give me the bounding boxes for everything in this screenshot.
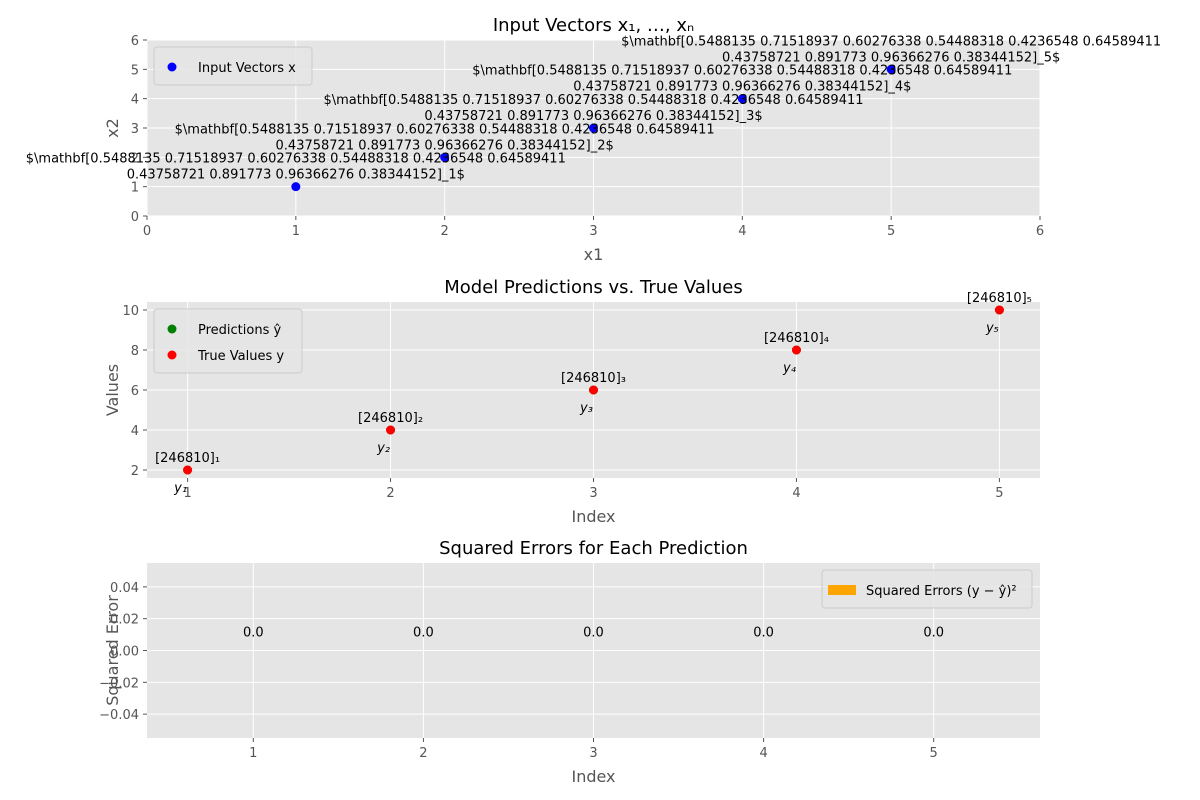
true-value-point bbox=[589, 385, 598, 395]
y-tick-label: 0.00 bbox=[110, 645, 139, 660]
legend-swatch bbox=[828, 585, 856, 595]
y-tick-label: 3 bbox=[131, 122, 139, 137]
point-annotation-line: 0.43758721 0.891773 0.96366276 0.3834415… bbox=[127, 168, 465, 183]
data-point bbox=[291, 182, 301, 192]
x-tick-label: 1 bbox=[183, 486, 191, 501]
x-tick-label: 2 bbox=[441, 224, 449, 239]
true-value-label: y₂ bbox=[376, 441, 390, 456]
true-value-label: y₅ bbox=[985, 321, 999, 336]
legend bbox=[153, 46, 313, 86]
true-value-point bbox=[183, 465, 193, 475]
y-tick-label: −0.04 bbox=[99, 708, 139, 723]
prediction-label: [246810]₄ bbox=[764, 331, 829, 346]
prediction-label: [246810]₃ bbox=[561, 371, 626, 386]
prediction-label: [246810]₁ bbox=[155, 451, 220, 466]
x-tick-label: 5 bbox=[995, 486, 1003, 501]
y-tick-label: 6 bbox=[131, 34, 139, 49]
y-tick-label: 0.02 bbox=[110, 613, 139, 628]
y-tick-label: 4 bbox=[131, 424, 139, 439]
bar-value-label: 0.0 bbox=[413, 626, 434, 641]
bar-value-label: 0.0 bbox=[243, 626, 264, 641]
x-tick-label: 5 bbox=[930, 746, 938, 761]
bar-value-label: 0.0 bbox=[583, 626, 604, 641]
y-tick-label: 2 bbox=[131, 464, 139, 479]
y-tick-label: 0.04 bbox=[110, 581, 139, 596]
x-tick-label: 0 bbox=[143, 224, 151, 239]
x-tick-label: 3 bbox=[589, 746, 597, 761]
x-tick-label: 2 bbox=[419, 746, 427, 761]
legend-label: Squared Errors (y − ŷ)² bbox=[866, 584, 1017, 599]
bar-value-label: 0.0 bbox=[753, 626, 774, 641]
legend-marker bbox=[167, 62, 177, 72]
data-point bbox=[589, 123, 598, 133]
true-value-point bbox=[994, 305, 1004, 315]
data-point bbox=[440, 152, 450, 162]
legend bbox=[821, 569, 1033, 609]
y-tick-label: 5 bbox=[131, 63, 139, 78]
bar-value-label: 0.0 bbox=[923, 626, 944, 641]
x-tick-label: 6 bbox=[1036, 224, 1044, 239]
chart-title-1: Input Vectors x₁, …, xₙ bbox=[493, 15, 694, 36]
y-tick-label: 1 bbox=[131, 181, 139, 196]
point-annotation-line: 0.43758721 0.891773 0.96366276 0.3834415… bbox=[424, 109, 762, 124]
point-annotation-line: 0.43758721 0.891773 0.96366276 0.3834415… bbox=[722, 50, 1060, 65]
x-tick-label: 1 bbox=[292, 224, 300, 239]
x-tick-label: 3 bbox=[589, 224, 597, 239]
point-annotation-line: $\mathbf[0.5488135 0.71518937 0.60276338… bbox=[323, 93, 863, 108]
y-tick-label: 2 bbox=[131, 151, 139, 166]
legend bbox=[153, 308, 303, 374]
y-tick-label: 10 bbox=[122, 304, 139, 319]
x-tick-label: 1 bbox=[249, 746, 257, 761]
true-value-label: y₁ bbox=[173, 481, 187, 496]
legend-marker bbox=[167, 350, 177, 360]
y-tick-label: 8 bbox=[131, 344, 139, 359]
legend-label: True Values y bbox=[197, 349, 284, 364]
x-tick-label: 4 bbox=[738, 224, 746, 239]
legend-marker bbox=[167, 324, 177, 334]
y-axis-label-1: x2 bbox=[103, 118, 122, 138]
true-value-label: y₄ bbox=[782, 361, 797, 376]
point-annotation-line: $\mathbf[0.5488135 0.71518937 0.60276338… bbox=[472, 64, 1012, 79]
y-axis-label-2: Values bbox=[103, 364, 122, 416]
prediction-label: [246810]₅ bbox=[967, 291, 1032, 306]
x-tick-label: 2 bbox=[386, 486, 394, 501]
chart-title-2: Model Predictions vs. True Values bbox=[444, 277, 743, 298]
point-annotation-line: $\mathbf[0.5488135 0.71518937 0.60276338… bbox=[175, 122, 715, 137]
point-annotation-line: $\mathbf[0.5488135 0.71518937 0.60276338… bbox=[26, 152, 566, 167]
y-axis-label-3: Squared Error bbox=[103, 595, 122, 706]
prediction-label: [246810]₂ bbox=[358, 411, 423, 426]
x-tick-label: 4 bbox=[759, 746, 767, 761]
y-tick-label: 0 bbox=[131, 210, 139, 225]
x-tick-label: 5 bbox=[887, 224, 895, 239]
true-value-label: y₃ bbox=[579, 401, 593, 416]
point-annotation-line: $\mathbf[0.5488135 0.71518937 0.60276338… bbox=[621, 34, 1161, 49]
true-value-point bbox=[791, 345, 801, 355]
y-tick-label: 4 bbox=[131, 93, 139, 108]
point-annotation-line: 0.43758721 0.891773 0.96366276 0.3834415… bbox=[276, 138, 614, 153]
x-tick-label: 4 bbox=[792, 486, 800, 501]
legend-label: Predictions ŷ bbox=[198, 323, 281, 338]
point-annotation-line: 0.43758721 0.891773 0.96366276 0.3834415… bbox=[573, 80, 911, 95]
data-point bbox=[737, 94, 747, 104]
data-point bbox=[886, 64, 896, 74]
x-axis-label-1: x1 bbox=[584, 245, 604, 264]
y-tick-label: −0.02 bbox=[99, 676, 139, 691]
true-value-point bbox=[386, 425, 396, 435]
legend-label: Input Vectors x bbox=[198, 61, 296, 76]
x-axis-label-3: Index bbox=[571, 767, 615, 786]
chart-title-3: Squared Errors for Each Prediction bbox=[439, 538, 748, 559]
x-axis-label-2: Index bbox=[571, 507, 615, 526]
x-tick-label: 3 bbox=[589, 486, 597, 501]
y-tick-label: 6 bbox=[131, 384, 139, 399]
